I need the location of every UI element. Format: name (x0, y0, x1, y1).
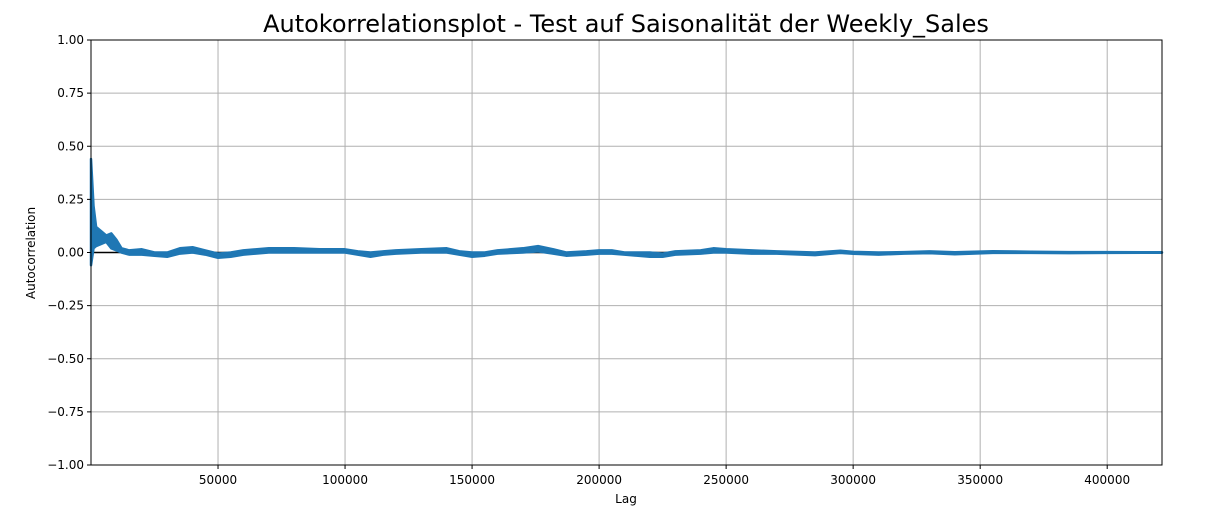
x-tick-label: 250000 (703, 473, 749, 487)
y-tick-label: −1.00 (47, 458, 84, 472)
y-tick-label: 0.50 (57, 139, 84, 153)
y-tick-label: 0.00 (57, 246, 84, 260)
y-axis-label: Autocorrelation (24, 207, 38, 299)
x-tick-label: 300000 (830, 473, 876, 487)
x-tick-label: 350000 (957, 473, 1003, 487)
y-tick-label: −0.25 (47, 299, 84, 313)
x-tick-label: 100000 (322, 473, 368, 487)
y-tick-label: −0.50 (47, 352, 84, 366)
y-tick-label: 1.00 (57, 33, 84, 47)
y-tick-label: 0.25 (57, 192, 84, 206)
chart-title: Autokorrelationsplot - Test auf Saisonal… (263, 10, 989, 38)
y-axis-ticks: −1.00 −0.75 −0.50 −0.25 0.00 0.25 0.50 0.75 1.00 (47, 33, 91, 472)
x-tick-label: 50000 (199, 473, 237, 487)
x-tick-label: 400000 (1084, 473, 1130, 487)
x-tick-label: 150000 (449, 473, 495, 487)
x-tick-label: 200000 (576, 473, 622, 487)
x-axis-label: Lag (615, 492, 637, 506)
x-axis-ticks: 50000 100000 150000 200000 250000 300000 35000… (199, 465, 1130, 487)
y-tick-label: −0.75 (47, 405, 84, 419)
y-tick-label: 0.75 (57, 86, 84, 100)
